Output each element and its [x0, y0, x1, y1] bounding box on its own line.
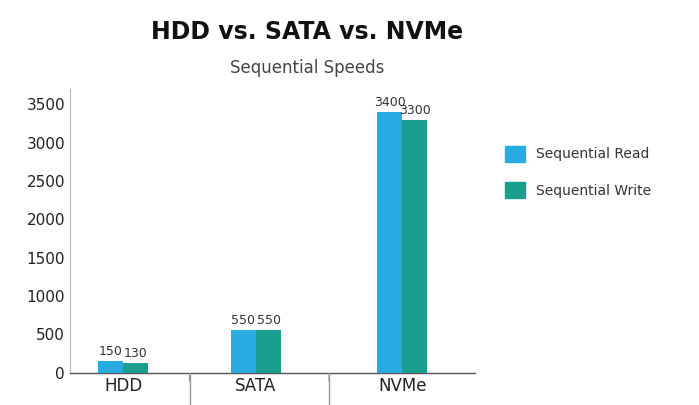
Bar [123, 362, 148, 373]
Text: 150: 150 [99, 345, 122, 358]
Text: 130: 130 [124, 347, 147, 360]
Bar [231, 330, 256, 373]
Text: HDD vs. SATA vs. NVMe: HDD vs. SATA vs. NVMe [152, 20, 463, 44]
Text: 3300: 3300 [399, 104, 431, 117]
Bar [98, 361, 123, 373]
Text: 550: 550 [231, 314, 255, 327]
Bar [377, 112, 402, 373]
Text: 3400: 3400 [374, 96, 405, 109]
Text: Sequential Speeds: Sequential Speeds [231, 59, 384, 77]
Legend: Sequential Read, Sequential Write: Sequential Read, Sequential Write [498, 139, 658, 205]
Bar [402, 120, 428, 373]
Text: 550: 550 [257, 314, 280, 327]
Bar [256, 330, 281, 373]
